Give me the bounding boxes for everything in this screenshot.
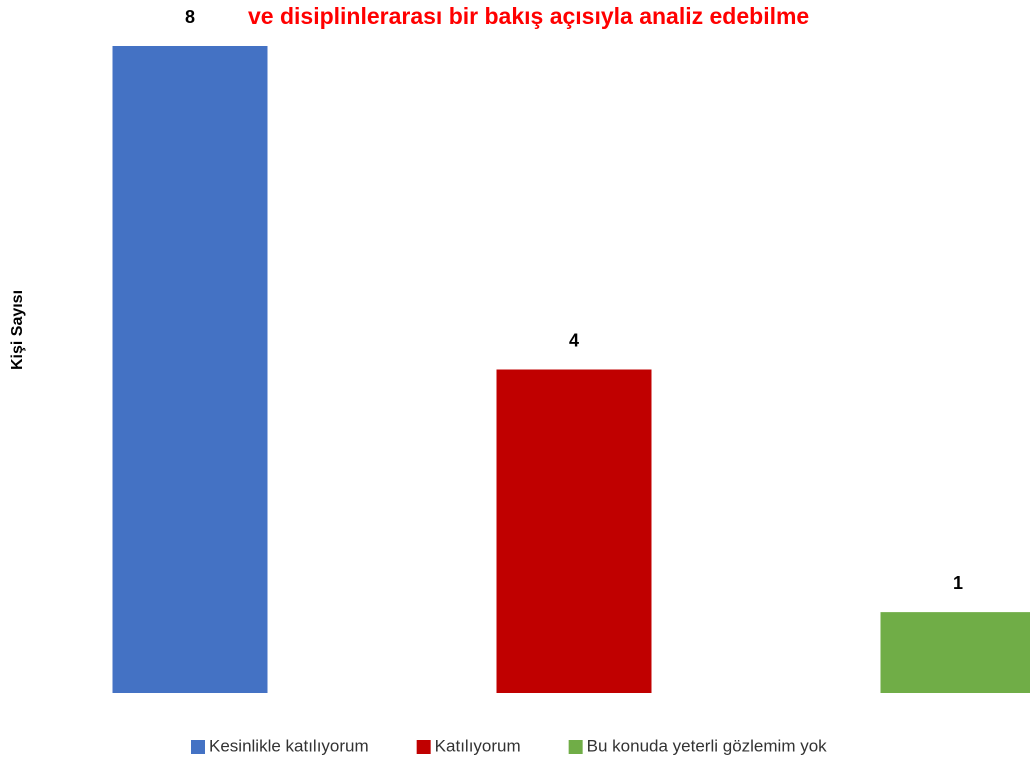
chart-title: ve disiplinlerarası bir bakış açısıyla a… bbox=[248, 3, 809, 29]
bar bbox=[112, 46, 268, 693]
legend-swatch bbox=[568, 740, 583, 754]
legend-label: Kesinlikle katılıyorum bbox=[209, 736, 369, 755]
legend-swatch bbox=[191, 740, 205, 754]
legend-label: Katılıyorum bbox=[435, 736, 521, 755]
bar bbox=[880, 612, 1030, 693]
bar bbox=[496, 369, 652, 693]
data-label: 1 bbox=[953, 573, 963, 593]
legend-label: Bu konuda yeterli gözlemim yok bbox=[587, 736, 828, 755]
data-label: 8 bbox=[185, 7, 195, 27]
y-axis-label: Kişi Sayısı bbox=[9, 290, 26, 370]
legend-swatch bbox=[416, 740, 431, 754]
data-label: 4 bbox=[569, 330, 579, 350]
